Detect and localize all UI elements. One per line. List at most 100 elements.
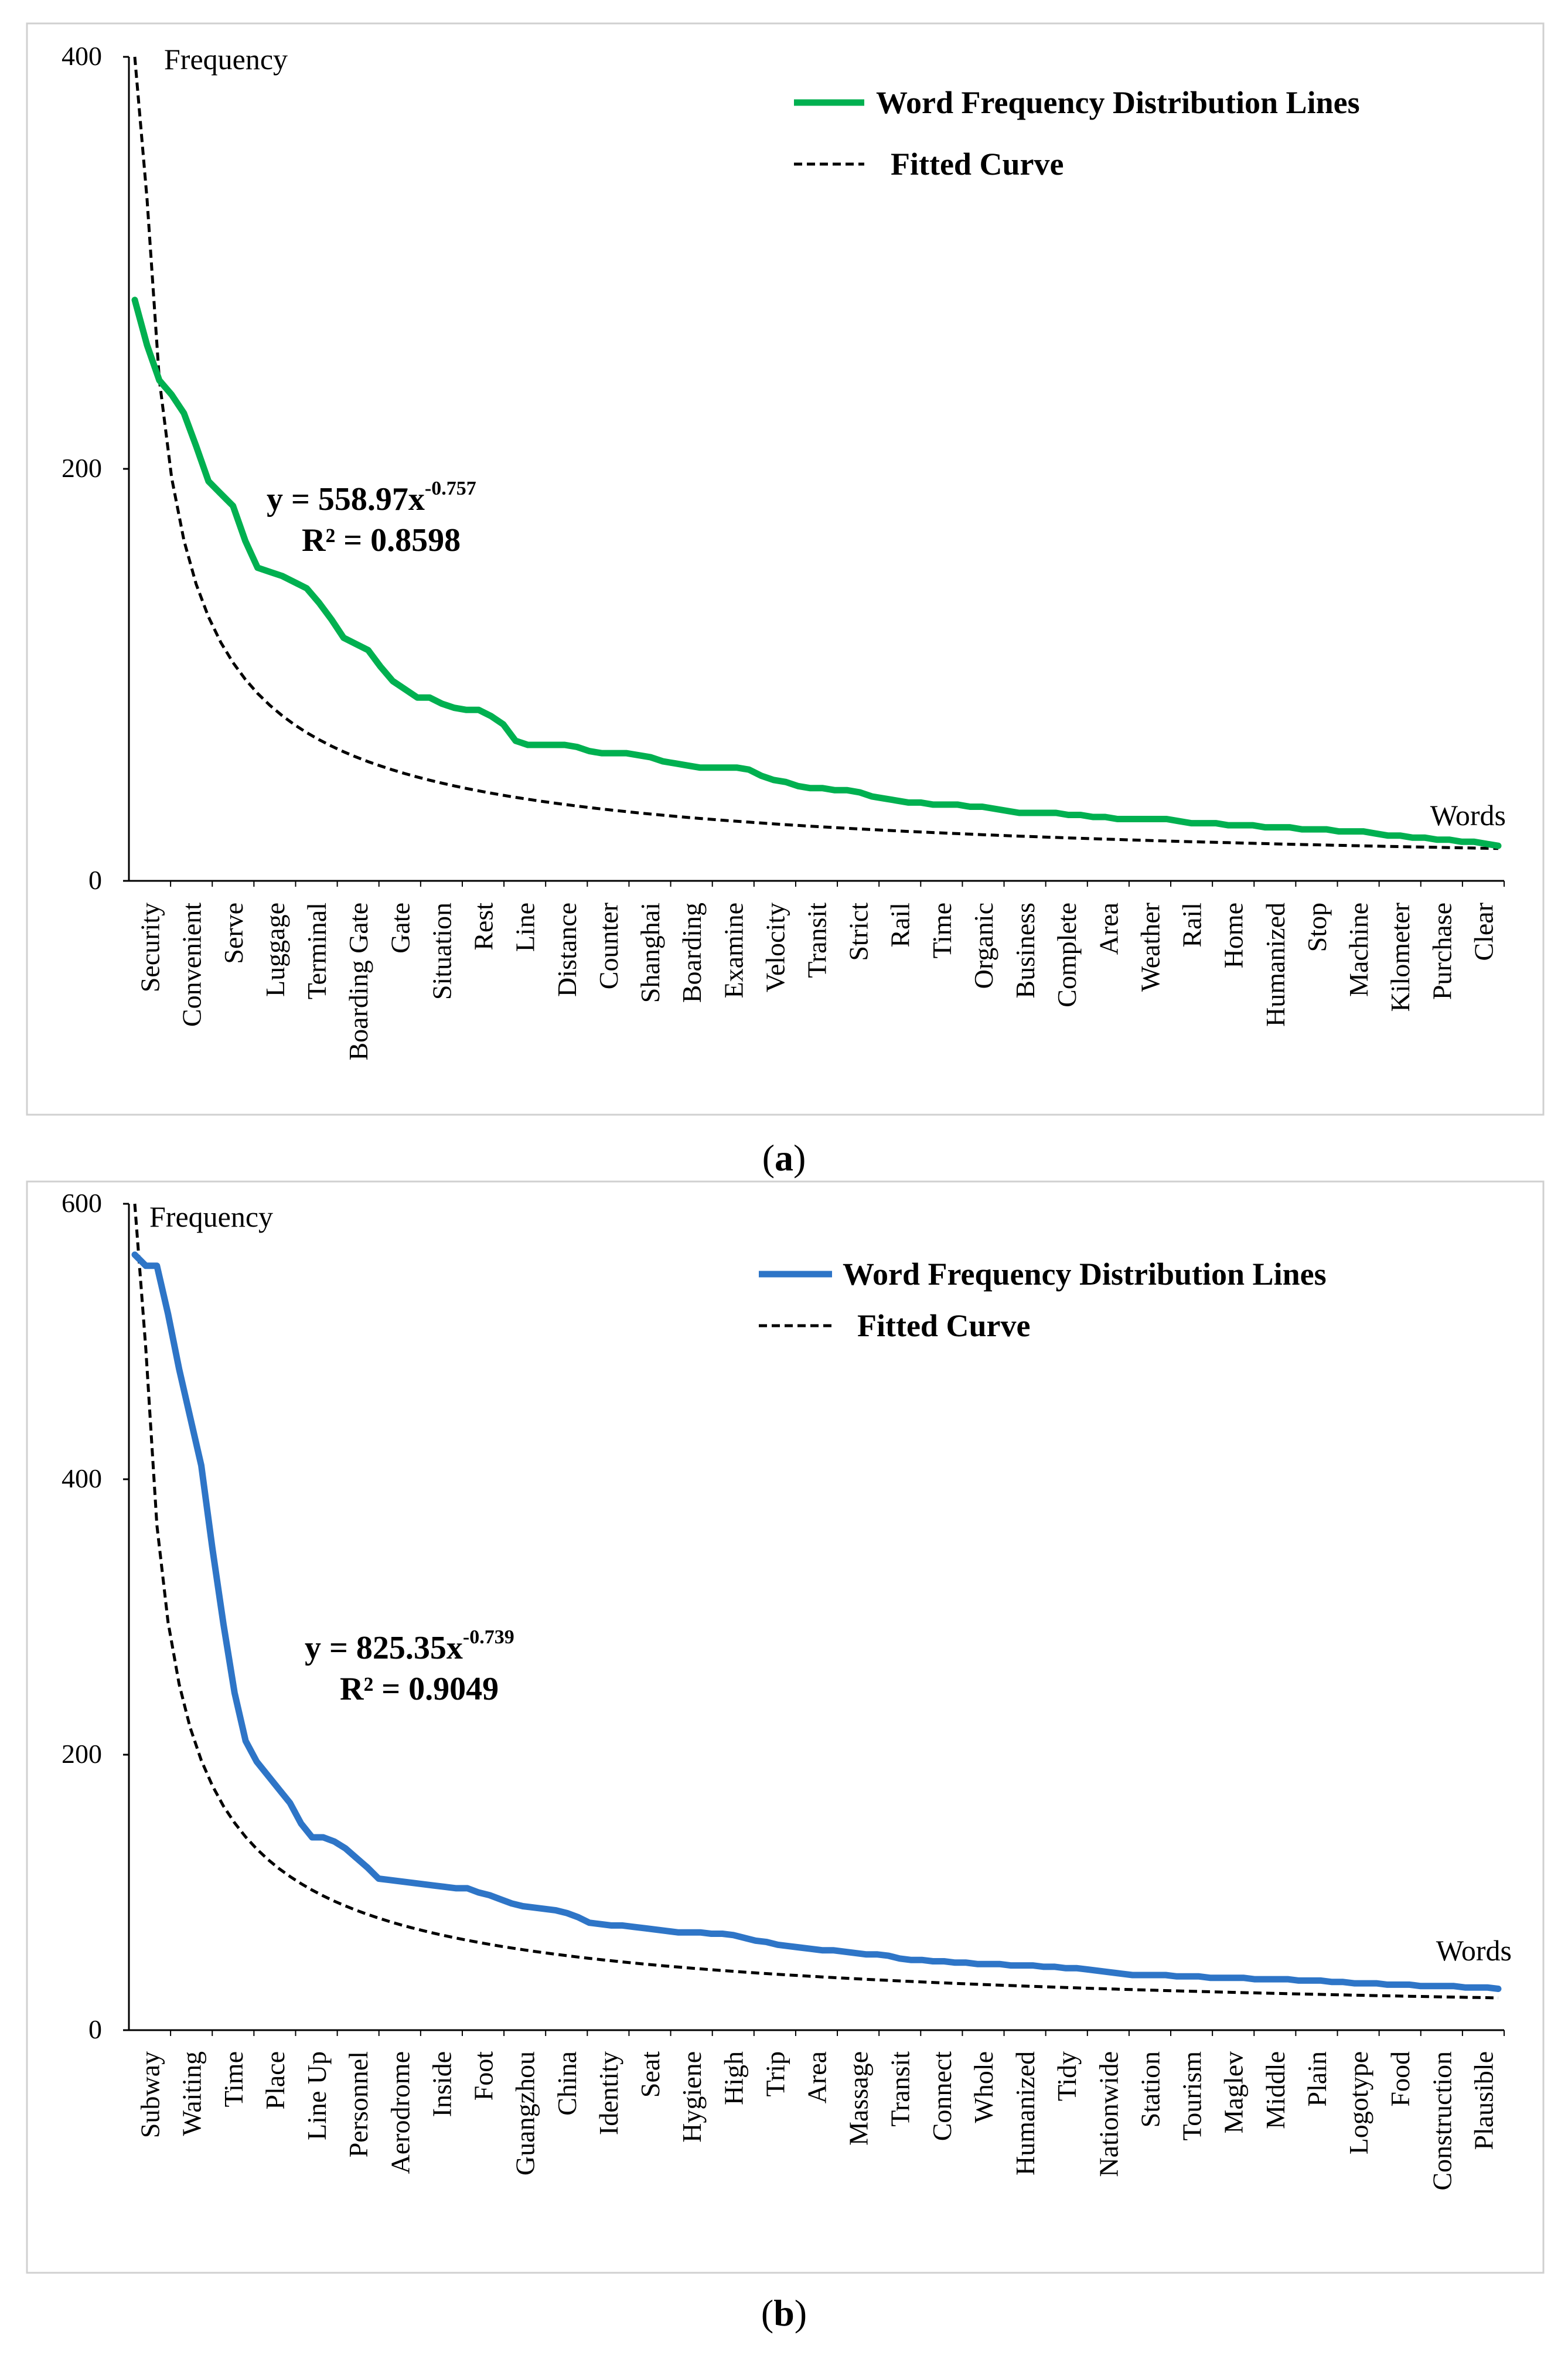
word-frequency-line [131, 297, 1502, 849]
category-label: China [552, 2051, 582, 2116]
category-label: Place [260, 2051, 290, 2110]
category-label: Hygiene [677, 2051, 707, 2143]
category-label: Guangzhou [510, 2051, 540, 2175]
category-label: Personnel [343, 2051, 373, 2157]
category-label: Distance [552, 903, 582, 997]
category-label: Connect [927, 2051, 957, 2141]
y-tick-label: 0 [88, 2014, 102, 2044]
y-tick-label: 200 [62, 1739, 102, 1769]
category-label: Boarding Gate [343, 903, 373, 1061]
category-label: Plain [1302, 2051, 1332, 2107]
category-label: Organic [969, 903, 998, 989]
category-label: Strict [844, 903, 874, 961]
category-label: Terminal [302, 903, 332, 999]
caption-b: (b) [761, 2292, 807, 2334]
category-label: Purchase [1427, 903, 1457, 1000]
category-label: Stop [1302, 903, 1332, 952]
category-label: Business [1010, 903, 1040, 999]
legend-label-distribution: Word Frequency Distribution Lines [876, 85, 1360, 120]
category-label: Tourism [1177, 2051, 1207, 2141]
fitted-curve-line [133, 1203, 1499, 2000]
y-tick-label: 400 [62, 41, 102, 71]
category-label: Counter [594, 903, 623, 989]
fit-r-squared: R² = 0.8598 [302, 522, 461, 559]
y-tick-label: 400 [62, 1463, 102, 1493]
category-label: Middle [1260, 2051, 1290, 2129]
category-label: Construction [1427, 2051, 1457, 2191]
category-label: Weather [1135, 903, 1165, 992]
category-label: Boarding [677, 903, 707, 1003]
category-label: Humanized [1260, 903, 1290, 1027]
category-label: Examine [718, 903, 748, 999]
category-label: Kilometer [1385, 903, 1415, 1012]
category-label: Shanghai [635, 903, 665, 1003]
category-label: Transit [885, 2051, 915, 2127]
category-label: Gate [385, 903, 415, 954]
chart-a: 0 200 400 Security Convenient Serve Luggage Ter… [62, 41, 1506, 1061]
legend-label-distribution: Word Frequency Distribution Lines [843, 1257, 1327, 1292]
y-axis-name: Frequency [149, 1200, 273, 1233]
category-label: Time [219, 2051, 248, 2107]
legend-label-fitted: Fitted Curve [891, 147, 1063, 182]
category-label: Logotype [1344, 2051, 1373, 2154]
fit-equation-main: y = 825.35x [305, 1630, 463, 1666]
category-label: Aerodrome [385, 2051, 415, 2174]
fit-equation-exponent: -0.739 [463, 1626, 514, 1648]
category-label: Area [802, 2051, 832, 2103]
category-label: Velocity [760, 903, 790, 992]
caption-a: (a) [762, 1137, 806, 1179]
fit-equation: y = 558.97x-0.757 [267, 478, 476, 517]
category-label: Serve [219, 903, 248, 964]
panel-b-frame [26, 1180, 1545, 2274]
category-label: Foot [469, 2051, 499, 2101]
category-label: Line [510, 903, 540, 952]
category-label: Rest [469, 903, 499, 951]
category-label: Situation [427, 903, 456, 1000]
category-label: Transit [802, 903, 832, 978]
category-label: Humanized [1010, 2051, 1040, 2175]
category-label: Home [1219, 903, 1249, 968]
fitted-curve-line [133, 56, 1499, 850]
category-label: Line Up [302, 2051, 332, 2140]
y-axis-name: Frequency [164, 43, 288, 76]
category-label: Maglev [1219, 2051, 1249, 2134]
word-frequency-line [131, 1251, 1502, 1992]
fit-equation-main: y = 558.97x [267, 481, 425, 517]
fit-equation-exponent: -0.757 [425, 478, 476, 499]
category-label: Inside [427, 2051, 456, 2117]
category-label: Rail [885, 903, 915, 948]
y-tick-label: 0 [88, 865, 102, 895]
fit-r-squared: R² = 0.9049 [340, 1671, 499, 1707]
category-label: Area [1093, 903, 1123, 955]
category-label: Whole [969, 2051, 998, 2123]
y-tick-label: 600 [62, 1188, 102, 1218]
category-label: Nationwide [1093, 2051, 1123, 2177]
category-label: Clear [1468, 903, 1498, 961]
category-label: Luggage [260, 903, 290, 997]
category-label: Security [135, 903, 165, 992]
category-label: Rail [1177, 903, 1207, 948]
category-label: Station [1135, 2051, 1165, 2127]
x-axis-name: Words [1436, 1934, 1512, 1967]
category-label: Waiting [177, 2051, 207, 2136]
category-label: Convenient [177, 903, 207, 1027]
y-tick-label: 200 [62, 453, 102, 483]
category-label: Seat [635, 2051, 665, 2098]
category-label: Massage [844, 2051, 874, 2146]
category-label: Food [1385, 2051, 1415, 2107]
category-label: Machine [1344, 903, 1373, 997]
category-label: Complete [1052, 903, 1082, 1007]
category-label: Plausible [1468, 2051, 1498, 2150]
fit-equation: y = 825.35x-0.739 [305, 1626, 514, 1666]
x-axis-name: Words [1430, 799, 1506, 832]
category-label: Subway [135, 2051, 165, 2138]
category-label: Identity [594, 2051, 623, 2135]
category-label: Tidy [1052, 2051, 1082, 2101]
chart-b: 0 200 400 600 Subway Waiting Time Place Line Up P… [62, 1188, 1512, 2191]
panel-a-frame [26, 22, 1545, 1116]
legend-label-fitted: Fitted Curve [857, 1308, 1030, 1343]
category-label: Trip [760, 2051, 790, 2097]
category-label: Time [927, 903, 957, 958]
category-label: High [718, 2051, 748, 2105]
